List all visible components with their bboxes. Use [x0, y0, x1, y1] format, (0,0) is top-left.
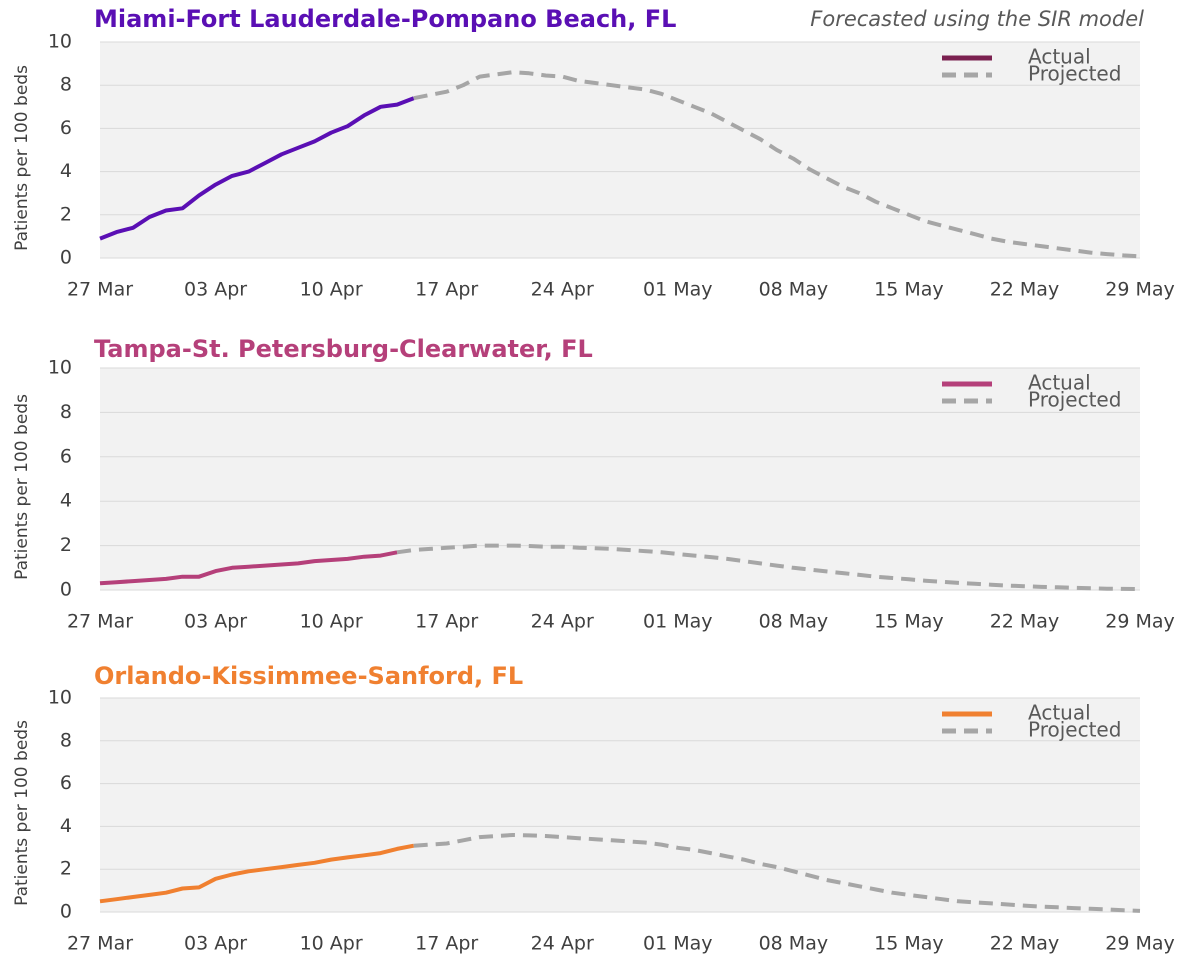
x-tick-label: 01 May [643, 933, 713, 955]
y-tick-label: 2 [60, 858, 72, 880]
y-tick-label: 8 [60, 401, 72, 423]
x-tick-label: 22 May [990, 279, 1060, 301]
x-tick-label: 08 May [759, 933, 829, 955]
y-tick-label: 10 [48, 31, 72, 53]
legend-label: Projected [1028, 718, 1121, 742]
y-tick-label: 8 [60, 729, 72, 751]
y-tick-label: 10 [48, 687, 72, 709]
y-tick-label: 6 [60, 772, 72, 794]
series-line [413, 833, 1141, 913]
legend-label: Projected [1028, 62, 1121, 86]
x-tick-label: 29 May [1105, 933, 1175, 955]
y-tick-label: 6 [60, 117, 72, 139]
y-tick-label: 0 [60, 901, 72, 923]
x-tick-label: 03 Apr [184, 611, 247, 633]
x-tick-label: 03 Apr [184, 933, 247, 955]
x-tick-label: 15 May [874, 611, 944, 633]
x-tick-label: 10 Apr [300, 933, 363, 955]
y-tick-label: 4 [60, 160, 72, 182]
legend-label: Actual [1028, 371, 1091, 395]
x-tick-label: 24 Apr [531, 279, 594, 301]
x-tick-label: 01 May [643, 611, 713, 633]
y-tick-label: 0 [60, 247, 72, 269]
legend-label: Projected [1028, 388, 1121, 412]
series-line [413, 70, 1141, 259]
series-line [396, 543, 1141, 592]
chart-title: Tampa-St. Petersburg-Clearwater, FL [94, 335, 593, 363]
y-tick-label: 10 [48, 357, 72, 379]
y-tick-label: 2 [60, 534, 72, 556]
x-tick-label: 24 Apr [531, 611, 594, 633]
series-line [99, 96, 415, 241]
x-tick-label: 22 May [990, 611, 1060, 633]
x-tick-label: 24 Apr [531, 933, 594, 955]
x-tick-label: 03 Apr [184, 279, 247, 301]
y-axis-label: Patients per 100 beds [12, 720, 32, 906]
y-tick-label: 0 [60, 579, 72, 601]
series-line [99, 843, 415, 904]
x-tick-label: 15 May [874, 933, 944, 955]
legend-label: Actual [1028, 45, 1091, 69]
y-tick-label: 4 [60, 490, 72, 512]
y-tick-label: 8 [60, 74, 72, 96]
x-tick-label: 29 May [1105, 279, 1175, 301]
series-line [99, 550, 398, 586]
x-tick-label: 08 May [759, 279, 829, 301]
legend-label: Actual [1028, 701, 1091, 725]
y-tick-label: 2 [60, 203, 72, 225]
x-tick-label: 27 Mar [67, 279, 133, 301]
chart-title: Miami-Fort Lauderdale-Pompano Beach, FL [94, 5, 676, 33]
x-tick-label: 22 May [990, 933, 1060, 955]
x-tick-label: 08 May [759, 611, 829, 633]
chart-subtitle: Forecasted using the SIR model [810, 7, 1144, 31]
x-tick-label: 10 Apr [300, 611, 363, 633]
plot-area [100, 368, 1140, 590]
y-tick-label: 6 [60, 445, 72, 467]
x-tick-label: 17 Apr [415, 933, 478, 955]
x-tick-label: 01 May [643, 279, 713, 301]
plot-area [100, 42, 1140, 258]
x-tick-label: 17 Apr [415, 279, 478, 301]
x-tick-label: 27 Mar [67, 933, 133, 955]
y-axis-label: Patients per 100 beds [12, 65, 32, 251]
y-axis-label: Patients per 100 beds [12, 394, 32, 580]
y-tick-label: 4 [60, 815, 72, 837]
x-tick-label: 15 May [874, 279, 944, 301]
x-tick-label: 10 Apr [300, 279, 363, 301]
x-tick-label: 27 Mar [67, 611, 133, 633]
x-tick-label: 29 May [1105, 611, 1175, 633]
x-tick-label: 17 Apr [415, 611, 478, 633]
plot-area [100, 698, 1140, 912]
chart-title: Orlando-Kissimmee-Sanford, FL [94, 662, 523, 690]
